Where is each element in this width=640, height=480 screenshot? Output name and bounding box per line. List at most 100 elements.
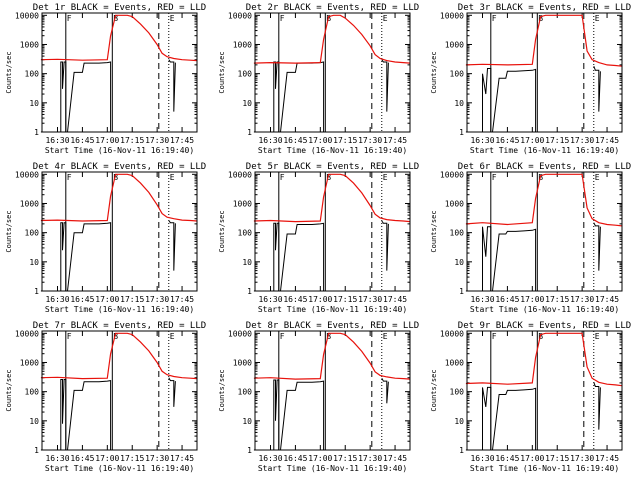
y-tick-label: 10 (242, 99, 252, 108)
x-tick-label: 17:45 (595, 454, 619, 463)
y-axis-label: Counts/sec (430, 51, 438, 93)
time-marker-label: F (280, 173, 285, 182)
x-tick-label: 16:30 (45, 454, 69, 463)
x-axis-label: Start Time (16-Nov-11 16:19:40) (258, 464, 407, 473)
x-tick-label: 17:00 (95, 136, 119, 145)
time-marker-label: E (170, 332, 175, 341)
y-axis-label: Counts/sec (218, 369, 226, 411)
x-tick-label: 17:00 (308, 136, 332, 145)
x-tick-label: 17:30 (145, 454, 169, 463)
x-tick-label: 17:15 (545, 295, 569, 304)
x-axis-label: Start Time (16-Nov-11 16:19:40) (258, 305, 407, 314)
time-marker-label: F (67, 173, 72, 182)
y-axis-label: Counts/sec (218, 51, 226, 93)
y-tick-label: 10000 (440, 11, 464, 20)
y-tick-label: 100 (25, 229, 40, 238)
panel-title: Det 3r BLACK = Events, RED = LLD (458, 3, 631, 13)
x-axis-label: Start Time (16-Nov-11 16:19:40) (470, 464, 619, 473)
x-tick-label: 16:30 (470, 136, 494, 145)
time-marker-label: E (170, 14, 175, 23)
events-rate-line (381, 220, 389, 271)
x-tick-label: 17:30 (145, 295, 169, 304)
x-tick-label: 16:30 (45, 295, 69, 304)
panel-det-7: Det 7r BLACK = Events, RED = LLD 1 10 100 10… (5, 321, 206, 473)
events-rate-line (465, 386, 538, 451)
lld-rate-line (465, 332, 623, 387)
y-tick-label: 10000 (15, 11, 39, 20)
x-tick-label: 17:15 (120, 454, 144, 463)
lld-rate-line (253, 173, 411, 223)
x-tick-label: 17:30 (570, 454, 594, 463)
events-rate-line (465, 68, 538, 133)
x-tick-label: 17:00 (520, 454, 544, 463)
lld-rate-line (40, 173, 198, 222)
y-tick-label: 1 (247, 128, 252, 137)
y-tick-label: 10 (29, 417, 39, 426)
x-tick-label: 17:30 (358, 136, 382, 145)
panel-title: Det 2r BLACK = Events, RED = LLD (246, 3, 419, 13)
events-rate-line (253, 61, 326, 133)
panel-det-8: Det 8r BLACK = Events, RED = LLD 1 10 100 10… (218, 321, 419, 473)
events-rate-line (168, 377, 176, 407)
panel-title: Det 8r BLACK = Events, RED = LLD (246, 321, 419, 331)
x-tick-label: 17:15 (120, 136, 144, 145)
x-tick-label: 16:45 (283, 136, 307, 145)
y-tick-label: 1 (247, 446, 252, 455)
panel-title: Det 7r BLACK = Events, RED = LLD (33, 321, 206, 331)
time-marker-label: E (383, 14, 388, 23)
y-tick-label: 10 (242, 417, 252, 426)
lld-rate-line (465, 14, 623, 67)
time-marker-label: B (113, 14, 118, 23)
x-tick-label: 17:45 (383, 295, 407, 304)
x-tick-label: 17:30 (570, 295, 594, 304)
x-tick-label: 16:45 (70, 295, 94, 304)
events-rate-line (40, 61, 113, 133)
time-marker-label: B (326, 173, 331, 182)
y-tick-label: 10 (29, 99, 39, 108)
x-axis-label: Start Time (16-Nov-11 16:19:40) (470, 146, 619, 155)
x-tick-label: 17:30 (358, 454, 382, 463)
y-tick-label: 10000 (440, 170, 464, 179)
plot-frame (41, 330, 198, 451)
x-tick-label: 17:45 (383, 136, 407, 145)
plot-frame (41, 171, 198, 292)
x-axis-label: Start Time (16-Nov-11 16:19:40) (45, 146, 194, 155)
time-marker-label: B (538, 14, 543, 23)
panel-title: Det 9r BLACK = Events, RED = LLD (458, 321, 631, 331)
x-tick-label: 17:45 (170, 454, 194, 463)
time-marker-label: F (280, 14, 285, 23)
x-tick-label: 17:00 (308, 454, 332, 463)
time-marker-label: B (113, 173, 118, 182)
x-tick-label: 16:45 (70, 136, 94, 145)
plot-frame (466, 12, 623, 133)
lld-rate-line (253, 14, 411, 64)
panel-title: Det 1r BLACK = Events, RED = LLD (33, 3, 206, 13)
events-rate-line (168, 59, 176, 112)
panel-title: Det 6r BLACK = Events, RED = LLD (458, 162, 631, 172)
y-tick-label: 1000 (445, 358, 464, 367)
x-tick-label: 17:30 (145, 136, 169, 145)
x-tick-label: 17:45 (595, 295, 619, 304)
x-tick-label: 16:30 (470, 454, 494, 463)
x-tick-label: 17:15 (333, 454, 357, 463)
time-marker-label: E (595, 173, 600, 182)
y-tick-label: 100 (238, 70, 253, 79)
y-tick-label: 10000 (228, 329, 252, 338)
panel-det-4: Det 4r BLACK = Events, RED = LLD 1 10 100 10… (5, 162, 206, 314)
events-rate-line (593, 222, 601, 271)
time-marker-label: B (326, 14, 331, 23)
panel-title: Det 5r BLACK = Events, RED = LLD (246, 162, 419, 172)
y-tick-label: 1000 (233, 358, 252, 367)
lld-rate-line (40, 332, 198, 380)
y-tick-label: 10 (454, 258, 464, 267)
time-marker-label: E (383, 332, 388, 341)
x-axis-label: Start Time (16-Nov-11 16:19:40) (470, 305, 619, 314)
x-tick-label: 16:30 (258, 454, 282, 463)
x-tick-label: 16:45 (495, 295, 519, 304)
plot-frame (254, 171, 411, 292)
panel-det-3: Det 3r BLACK = Events, RED = LLD 1 10 100 10… (430, 3, 631, 155)
panel-det-5: Det 5r BLACK = Events, RED = LLD 1 10 100 10… (218, 162, 419, 314)
x-tick-label: 17:30 (570, 136, 594, 145)
time-marker-label: B (538, 332, 543, 341)
